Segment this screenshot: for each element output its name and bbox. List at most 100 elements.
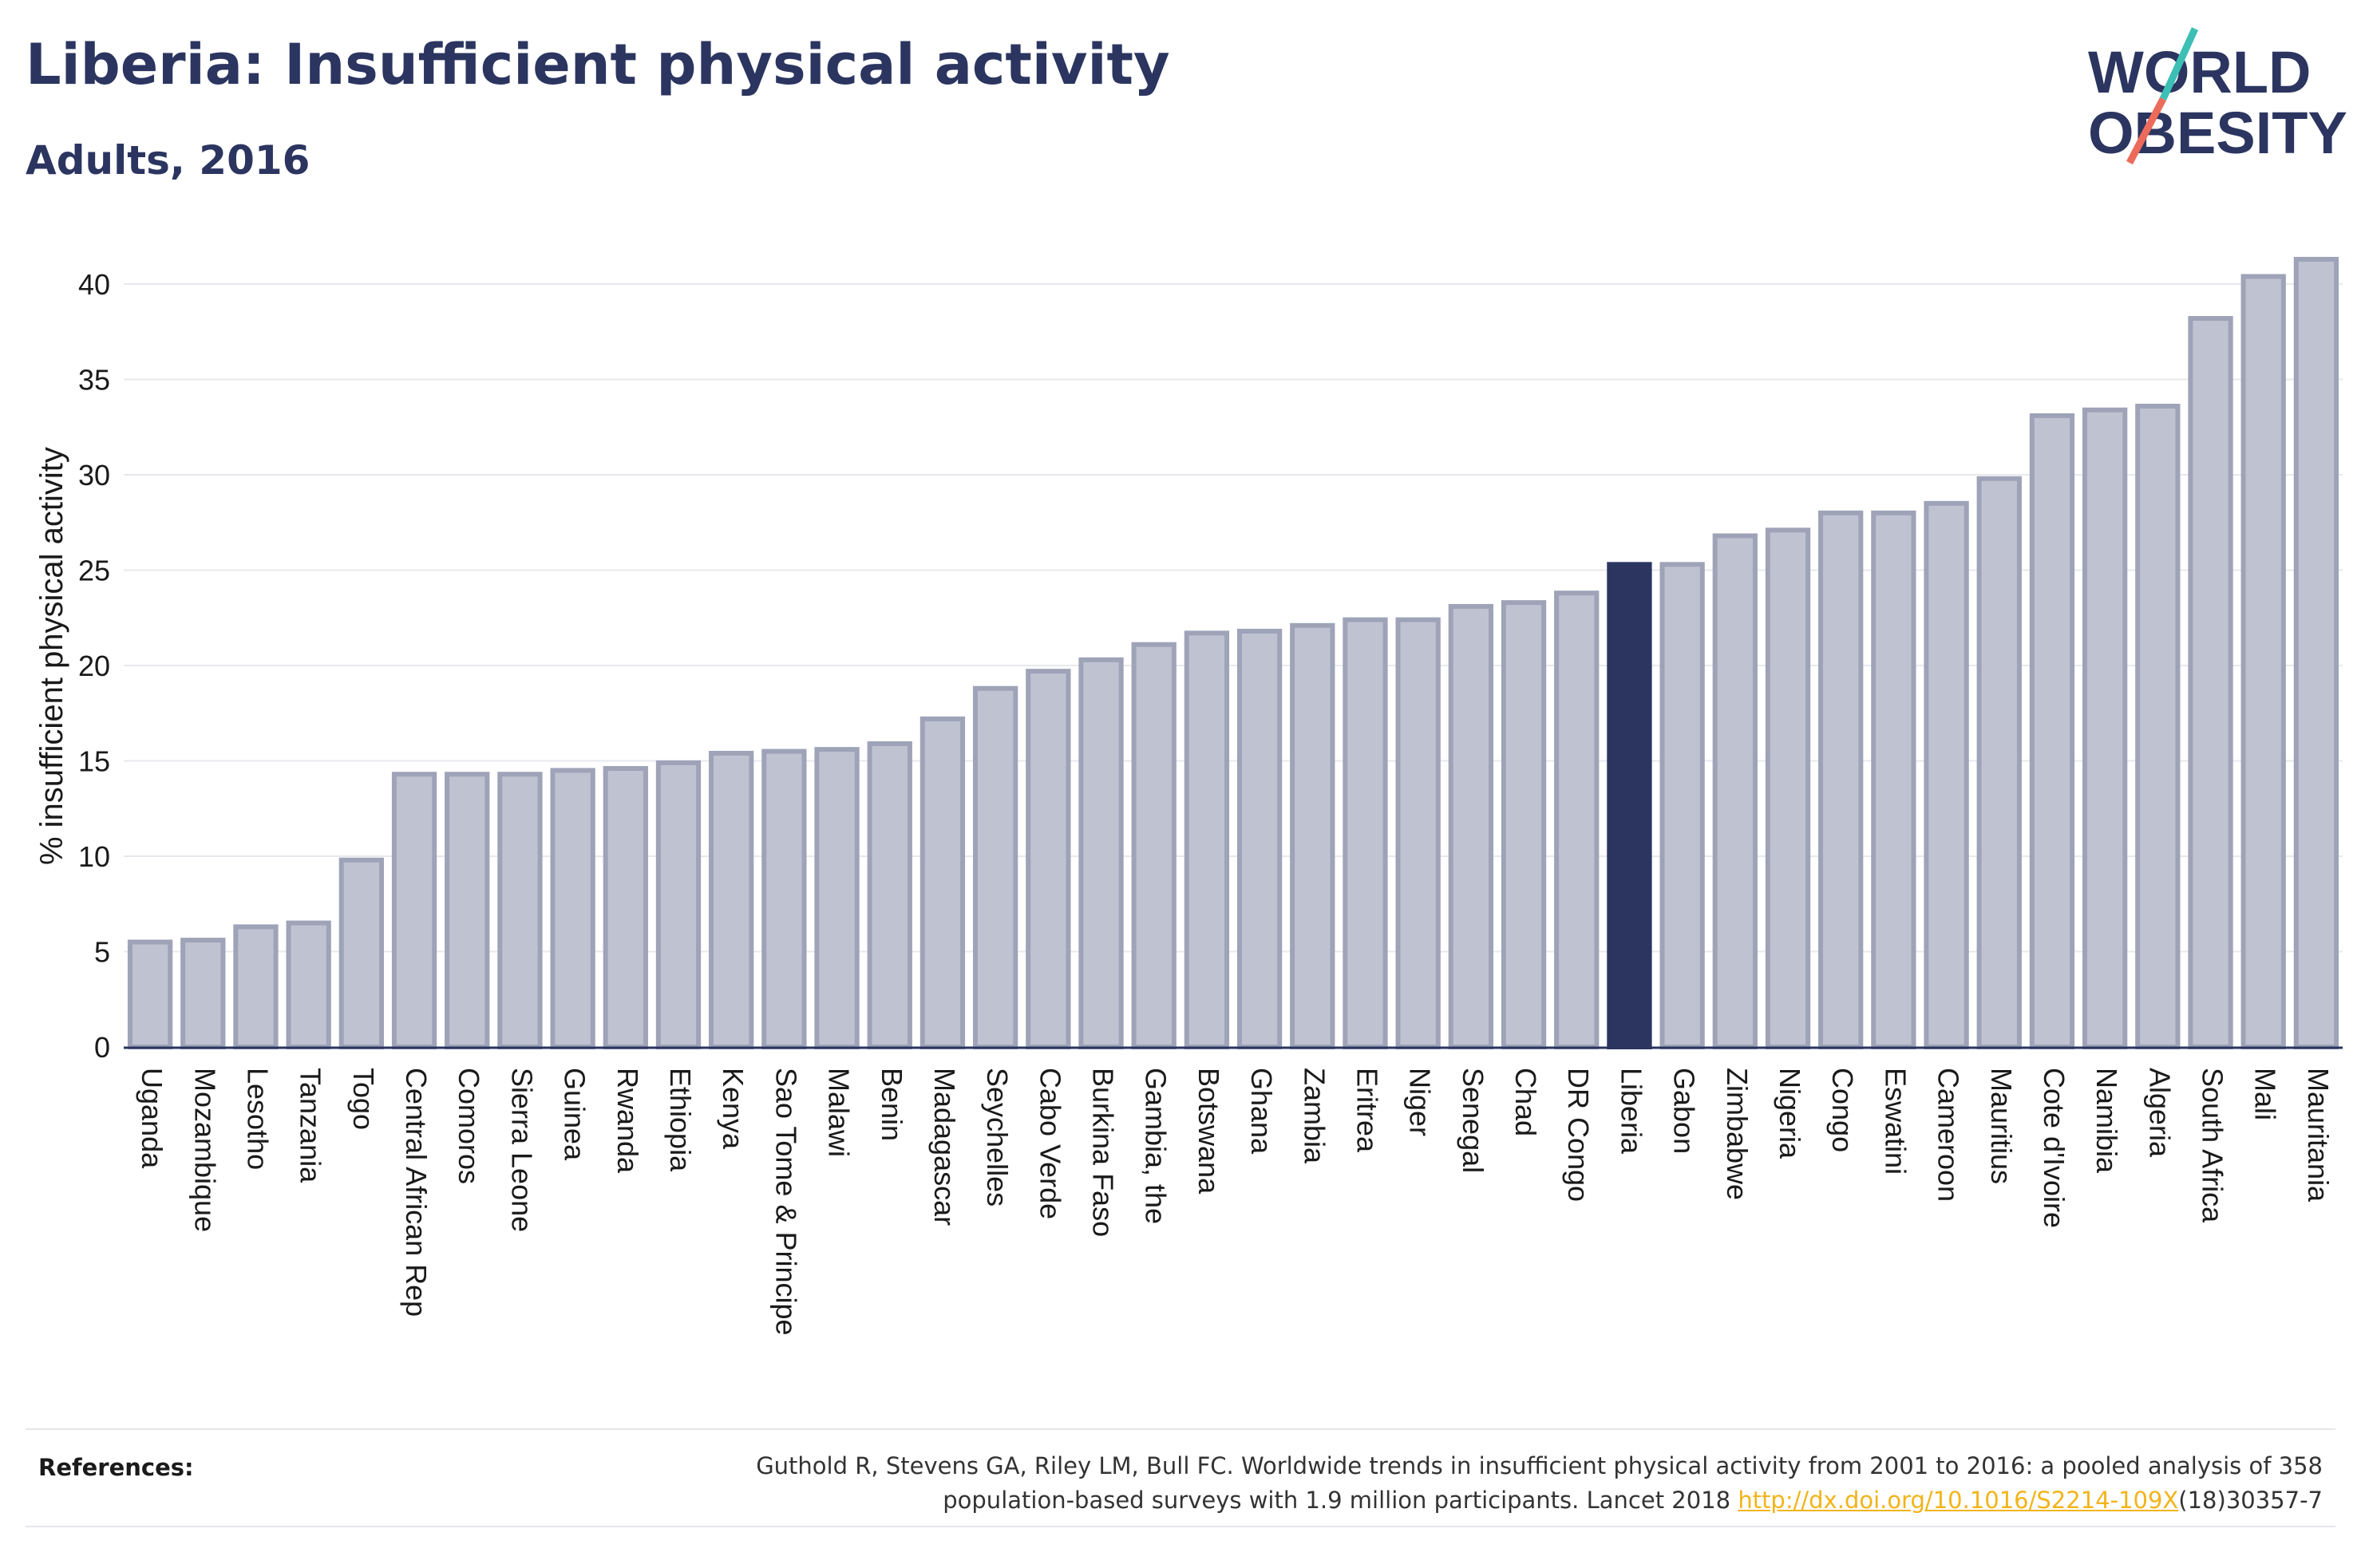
bar-mali xyxy=(2240,274,2286,1049)
x-tick-label: Guinea xyxy=(559,1068,591,1161)
x-tick-label: Gambia, the xyxy=(1140,1068,1173,1224)
reference-line2-suffix: (18)30357-7 xyxy=(2178,1487,2323,1514)
x-tick-label: Zimbabwe xyxy=(1721,1068,1754,1200)
bar-zimbabwe xyxy=(1712,533,1758,1049)
x-tick-labels: Uganda Mozambique Lesotho Tanzania Togo Centr… xyxy=(136,1068,2335,1336)
x-tick-label: Mauritius xyxy=(1985,1068,2018,1184)
logo-line1: WORLD xyxy=(2088,39,2312,105)
bar-algeria xyxy=(2135,403,2181,1049)
x-tick-label: Benin xyxy=(876,1068,908,1141)
x-tick-label: Cabo Verde xyxy=(1034,1068,1066,1219)
bar-dr-congo xyxy=(1554,590,1600,1049)
grid-lines xyxy=(124,283,2343,953)
bar-ghana xyxy=(1236,628,1283,1049)
y-tick-label: 10 xyxy=(78,840,110,873)
bar-lesotho xyxy=(233,924,279,1050)
bar-togo xyxy=(338,857,385,1050)
x-tick-label: Kenya xyxy=(717,1068,749,1150)
y-tick-label: 30 xyxy=(78,459,110,492)
x-tick-label: Sierra Leone xyxy=(505,1068,538,1232)
bar-cabo-verde xyxy=(1026,669,1071,1049)
x-tick-label: Nigeria xyxy=(1774,1068,1806,1159)
x-tick-label: Congo xyxy=(1826,1068,1859,1152)
bar-central-african-rep xyxy=(391,772,437,1049)
bar-sierra-leone xyxy=(497,772,543,1049)
x-tick-label: Eswatini xyxy=(1879,1068,1912,1175)
logo-slash-top xyxy=(2159,27,2199,101)
x-tick-label: Liberia xyxy=(1615,1068,1647,1155)
bar-tanzania xyxy=(286,920,331,1050)
bar-senegal xyxy=(1448,603,1494,1049)
x-tick-label: Senegal xyxy=(1457,1068,1489,1173)
chart-title: Liberia: Insufficient physical activity xyxy=(26,32,1170,97)
x-tick-label: Gabon xyxy=(1668,1068,1701,1154)
y-tick-label: 20 xyxy=(78,650,110,682)
x-tick-label: Cameroon xyxy=(1932,1068,1965,1202)
y-tick-labels: 0 5 10 15 20 25 30 35 40 xyxy=(78,268,110,1064)
x-tick-label: Algeria xyxy=(2143,1068,2176,1158)
bar-kenya xyxy=(709,750,754,1049)
bar-mozambique xyxy=(180,938,226,1050)
bars xyxy=(127,256,2339,1050)
bar-madagascar xyxy=(919,716,966,1049)
x-tick-label: Seychelles xyxy=(981,1068,1014,1207)
bar-guinea xyxy=(550,768,595,1049)
x-tick-label: Ghana xyxy=(1245,1068,1278,1155)
x-tick-label: Chad xyxy=(1509,1068,1542,1136)
x-tick-label: Niger xyxy=(1404,1068,1437,1136)
bar-zambia xyxy=(1290,622,1335,1049)
bar-benin xyxy=(867,741,912,1049)
x-tick-label: Mozambique xyxy=(188,1068,221,1232)
logo-slash-bottom xyxy=(2126,97,2166,165)
x-tick-label: Mali xyxy=(2249,1068,2282,1120)
x-tick-label: Madagascar xyxy=(928,1068,961,1226)
bar-niger xyxy=(1395,617,1441,1049)
x-tick-label: Rwanda xyxy=(611,1068,644,1174)
bar-chad xyxy=(1501,600,1547,1049)
x-tick-label: Lesotho xyxy=(241,1068,274,1170)
bar-gabon xyxy=(1659,562,1705,1049)
bar-mauritius xyxy=(1976,476,2022,1049)
x-tick-label: DR Congo xyxy=(1562,1068,1595,1202)
bar-rwanda xyxy=(603,766,648,1049)
x-tick-label: Burkina Faso xyxy=(1087,1068,1120,1237)
bar-eritrea xyxy=(1343,617,1388,1049)
bar-gambia-the xyxy=(1131,642,1177,1050)
bar-chart: 0 5 10 15 20 25 30 35 40 Uganda Mozambique Lesotho… xyxy=(34,256,2343,1336)
bar-namibia xyxy=(2082,407,2128,1049)
chart-subtitle: Adults, 2016 xyxy=(26,137,310,184)
x-tick-label: Sao Tome & Principe xyxy=(769,1068,802,1336)
x-tick-label: Togo xyxy=(347,1068,380,1130)
y-axis-label: % insufficient physical activity xyxy=(34,447,69,865)
x-tick-label: Eritrea xyxy=(1351,1068,1383,1153)
x-tick-label: Malawi xyxy=(823,1068,856,1157)
bar-cameroon xyxy=(1924,500,1969,1049)
x-tick-label: Tanzania xyxy=(295,1068,327,1183)
world-obesity-logo: WORLD OBESITY xyxy=(2088,27,2347,166)
x-tick-label: Namibia xyxy=(2090,1068,2123,1174)
x-tick-label: Ethiopia xyxy=(664,1068,697,1172)
bar-sao-tome-principe xyxy=(761,748,807,1049)
bar-mauritania xyxy=(2293,256,2339,1049)
x-tick-label: Cote d'Ivoire xyxy=(2038,1068,2070,1228)
bar-ethiopia xyxy=(655,760,702,1049)
references-label: References: xyxy=(38,1454,194,1481)
y-tick-label: 35 xyxy=(78,364,110,397)
y-tick-label: 40 xyxy=(78,268,110,301)
bar-south-africa xyxy=(2188,316,2233,1049)
bar-botswana xyxy=(1184,630,1230,1049)
bar-burkina-faso xyxy=(1078,657,1124,1050)
bar-comoros xyxy=(445,772,490,1049)
x-tick-label: South Africa xyxy=(2197,1068,2229,1223)
x-tick-label: Central African Rep xyxy=(400,1068,433,1317)
reference-line2-prefix: population-based surveys with 1.9 millio… xyxy=(943,1487,1738,1514)
bar-seychelles xyxy=(972,685,1018,1049)
x-tick-label: Botswana xyxy=(1192,1068,1225,1195)
references-text: Guthold R, Stevens GA, Riley LM, Bull FC… xyxy=(567,1449,2323,1518)
bar-malawi xyxy=(814,747,860,1049)
bar-congo xyxy=(1818,510,1864,1049)
y-tick-label: 0 xyxy=(94,1031,110,1064)
reference-line1: Guthold R, Stevens GA, Riley LM, Bull FC… xyxy=(756,1452,2323,1479)
reference-doi-link[interactable]: http://dx.doi.org/10.1016/S2214-109X xyxy=(1738,1487,2179,1514)
bar-eswatini xyxy=(1871,510,1916,1049)
